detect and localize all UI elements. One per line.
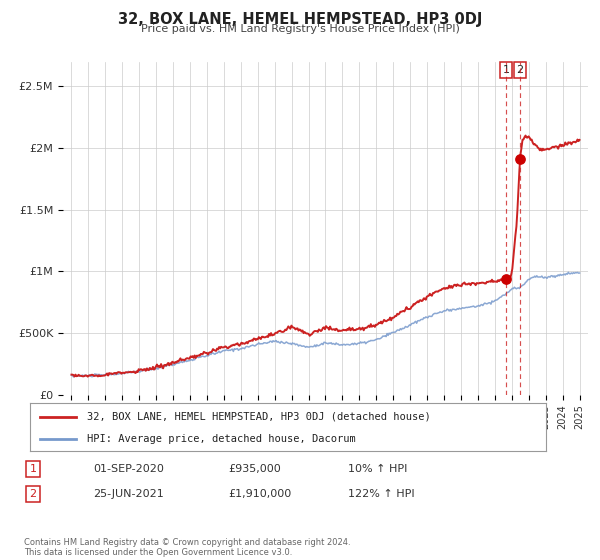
Text: 2: 2 <box>517 65 523 75</box>
Text: 25-JUN-2021: 25-JUN-2021 <box>93 489 164 499</box>
Text: 10% ↑ HPI: 10% ↑ HPI <box>348 464 407 474</box>
Text: 32, BOX LANE, HEMEL HEMPSTEAD, HP3 0DJ: 32, BOX LANE, HEMEL HEMPSTEAD, HP3 0DJ <box>118 12 482 27</box>
Text: 01-SEP-2020: 01-SEP-2020 <box>93 464 164 474</box>
Point <box>502 275 511 284</box>
Text: Contains HM Land Registry data © Crown copyright and database right 2024.
This d: Contains HM Land Registry data © Crown c… <box>24 538 350 557</box>
Text: £1,910,000: £1,910,000 <box>228 489 291 499</box>
Text: 1: 1 <box>29 464 37 474</box>
Text: £935,000: £935,000 <box>228 464 281 474</box>
Text: Price paid vs. HM Land Registry's House Price Index (HPI): Price paid vs. HM Land Registry's House … <box>140 24 460 34</box>
Text: HPI: Average price, detached house, Dacorum: HPI: Average price, detached house, Daco… <box>87 434 356 444</box>
Text: 2: 2 <box>29 489 37 499</box>
Point <box>515 155 525 164</box>
Text: 1: 1 <box>503 65 510 75</box>
Text: 122% ↑ HPI: 122% ↑ HPI <box>348 489 415 499</box>
Text: 32, BOX LANE, HEMEL HEMPSTEAD, HP3 0DJ (detached house): 32, BOX LANE, HEMEL HEMPSTEAD, HP3 0DJ (… <box>87 412 431 422</box>
